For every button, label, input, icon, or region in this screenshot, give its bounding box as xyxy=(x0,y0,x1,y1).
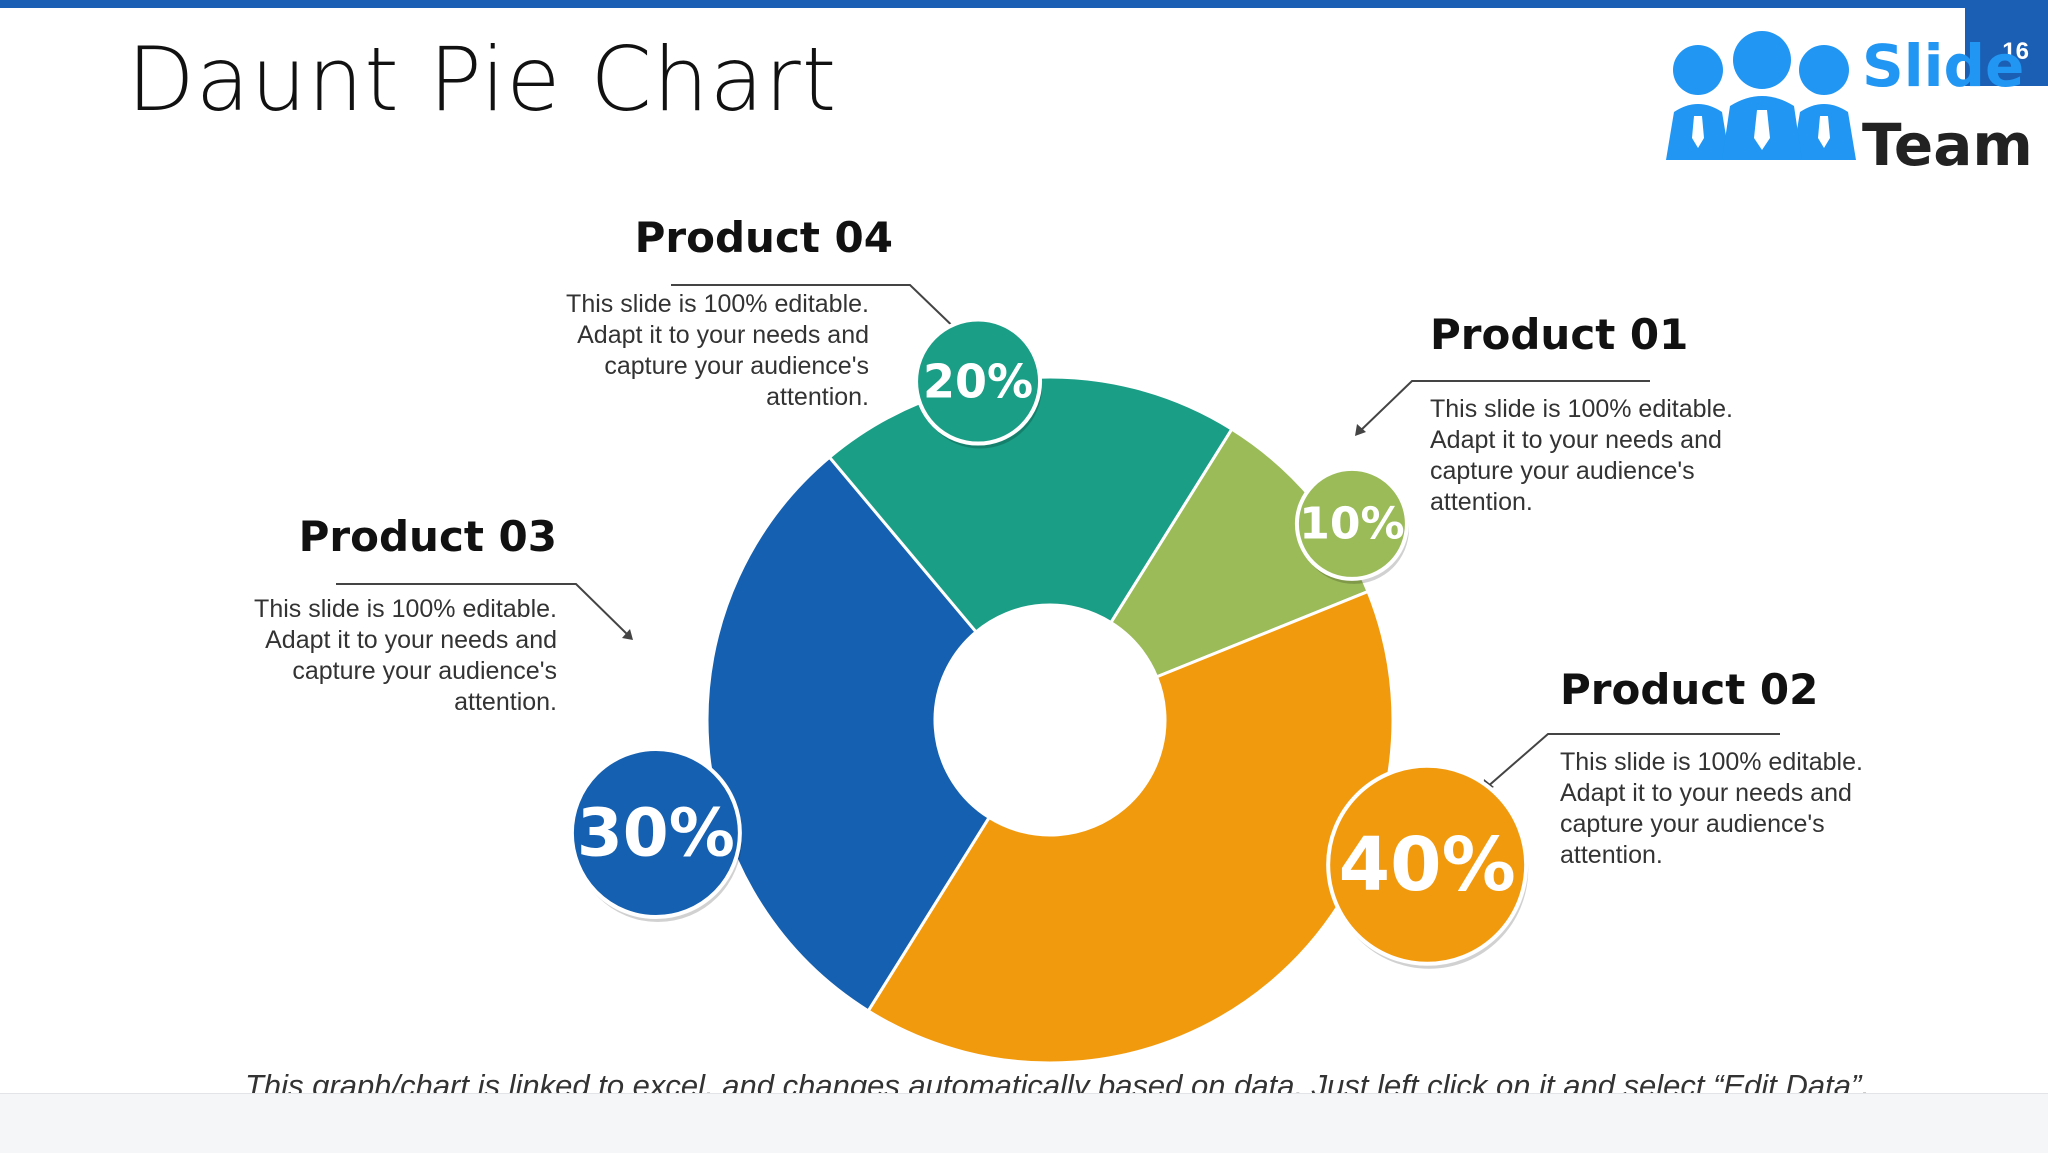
data-label: 30% xyxy=(577,795,735,872)
badge-circle xyxy=(1294,466,1409,581)
product-01-description: This slide is 100% editable. Adapt it to… xyxy=(1430,395,1733,516)
product-01-title: Product 01 xyxy=(1430,310,1689,359)
top-accent-bar xyxy=(0,0,2048,8)
pie-slice-product-01 xyxy=(1108,427,1370,679)
product-02-description: This slide is 100% editable. Adapt it to… xyxy=(1560,748,1863,869)
badge-circle xyxy=(569,747,742,920)
value-badge-product-01: 10% xyxy=(1294,466,1409,584)
leader-line-product-03 xyxy=(336,583,631,638)
slide-title: Daunt Pie Chart xyxy=(127,28,838,131)
data-label: 40% xyxy=(1339,822,1516,908)
leader-line-product-01 xyxy=(1357,380,1650,434)
value-badge-product-04: 20% xyxy=(914,317,1043,449)
data-label: 10% xyxy=(1299,498,1404,549)
page-number: 16 xyxy=(1965,0,2048,86)
logo-slide-text: Slide xyxy=(1862,32,2025,100)
bottom-bar xyxy=(0,1093,2048,1153)
arrowhead-product-03 xyxy=(622,629,633,640)
pie-slice-product-03 xyxy=(705,455,992,1013)
product-04-description: This slide is 100% editable. Adapt it to… xyxy=(566,290,869,411)
slideteam-logo: Slide Team xyxy=(1660,24,2033,174)
badge-circle xyxy=(914,317,1043,446)
arrowhead-product-01 xyxy=(1355,424,1366,436)
product-03-description: This slide is 100% editable. Adapt it to… xyxy=(254,595,557,716)
badge-circle xyxy=(1326,763,1529,966)
value-badge-product-02: 40% xyxy=(1326,763,1529,969)
value-badge-product-03: 30% xyxy=(569,747,742,923)
logo-team-text: Team xyxy=(1862,111,2033,179)
leader-line-product-04 xyxy=(671,284,966,339)
product-02-title: Product 02 xyxy=(1560,665,1819,714)
product-04-title: Product 04 xyxy=(634,213,893,262)
data-label: 20% xyxy=(923,355,1033,409)
people-icon xyxy=(1666,31,1856,160)
product-03-title: Product 03 xyxy=(298,512,557,561)
leader-line-product-02 xyxy=(1485,733,1780,789)
